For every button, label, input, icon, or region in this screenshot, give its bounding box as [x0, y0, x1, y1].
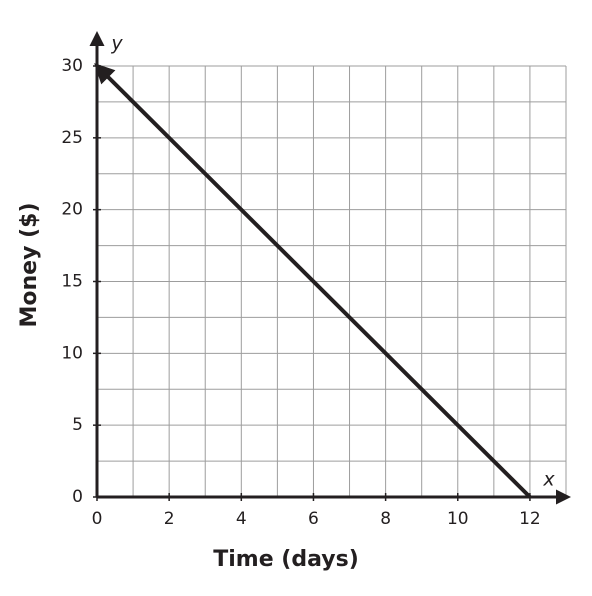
y-tick-label: 10 [61, 343, 83, 363]
x-tick-label: 10 [447, 509, 469, 529]
x-tick-label: 0 [92, 509, 103, 529]
y-tick-label: 20 [61, 200, 83, 220]
y-tick-label: 5 [72, 415, 83, 435]
x-axis-name: x [542, 469, 555, 491]
y-axis-name: y [110, 33, 123, 55]
x-tick-label: 12 [519, 509, 541, 529]
y-axis-label: Money ($) [17, 202, 42, 327]
grid [96, 65, 567, 498]
y-tick-label: 25 [61, 128, 83, 148]
x-tick-label: 8 [380, 509, 391, 529]
y-tick-label: 0 [72, 487, 83, 507]
x-tick-label: 2 [164, 509, 175, 529]
x-axis-label: Time (days) [213, 547, 359, 572]
x-tick-label: 4 [236, 509, 247, 529]
x-tick-label: 6 [308, 509, 319, 529]
data-line [94, 63, 532, 499]
y-tick-label: 15 [61, 272, 83, 292]
y-tick-label: 30 [61, 56, 83, 76]
